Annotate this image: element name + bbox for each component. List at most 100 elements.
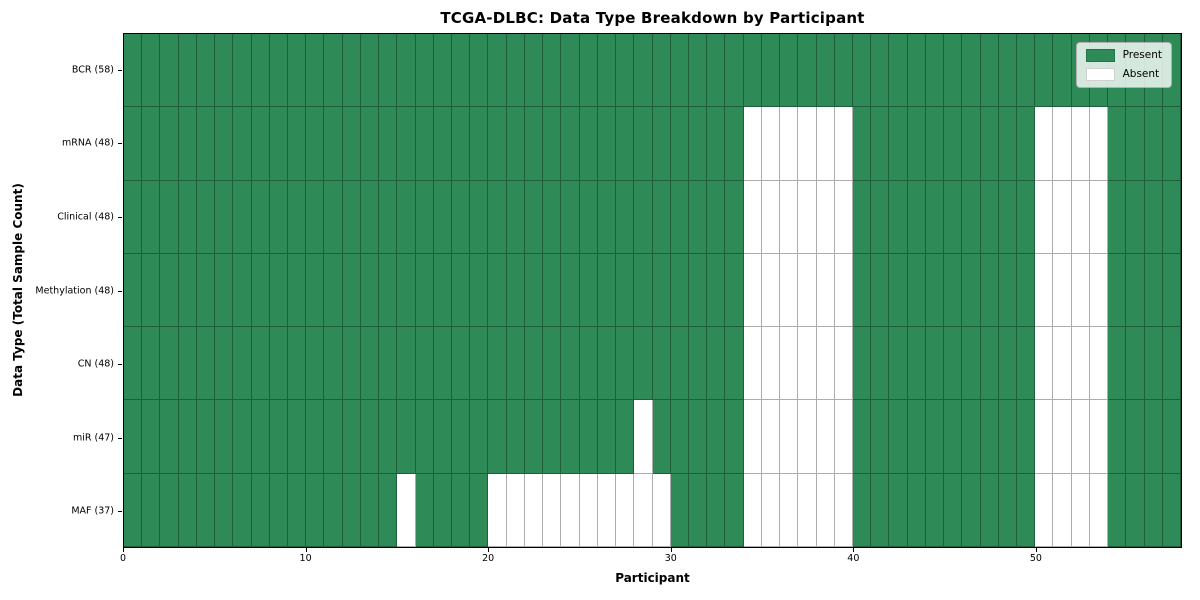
- heatmap-cell: [688, 34, 708, 108]
- heatmap-cell: [415, 400, 434, 474]
- heatmap-cell: [360, 400, 380, 474]
- heatmap-cell: [889, 473, 908, 547]
- heatmap-cell: [196, 180, 216, 254]
- heatmap-cell: [1071, 180, 1090, 254]
- x-tick-mark: [488, 548, 490, 552]
- heatmap-cell: [852, 107, 872, 181]
- heatmap-cell: [652, 253, 671, 328]
- plot-area: Present Absent: [123, 33, 1182, 548]
- x-tick-mark: [853, 548, 855, 552]
- heatmap-cell: [907, 253, 926, 328]
- heatmap-cell: [1071, 400, 1090, 474]
- heatmap-cell: [780, 180, 799, 254]
- heatmap-cell: [725, 473, 744, 547]
- heatmap-cell: [925, 327, 945, 401]
- heatmap-cell: [470, 180, 489, 254]
- heatmap-cell: [452, 34, 471, 108]
- heatmap-cell: [998, 400, 1017, 474]
- heatmap-cell: [1144, 400, 1163, 474]
- heatmap-cell: [306, 107, 325, 181]
- heatmap-cell: [834, 107, 853, 181]
- heatmap-cell: [324, 473, 343, 547]
- heatmap-cell: [543, 327, 562, 401]
- heatmap-cell: [707, 473, 726, 547]
- heatmap-cell: [743, 473, 762, 547]
- heatmap-cell: [1162, 327, 1181, 401]
- heatmap-cell: [360, 180, 380, 254]
- heatmap-cell: [1016, 180, 1036, 254]
- heatmap-cell: [761, 107, 781, 181]
- x-axis-label: Participant: [615, 571, 690, 585]
- heatmap-cell: [360, 253, 380, 328]
- heatmap-cell: [889, 34, 908, 108]
- heatmap-cell: [397, 34, 416, 108]
- heatmap-cell: [907, 34, 926, 108]
- heatmap-cell: [306, 34, 325, 108]
- heatmap-cell: [1162, 473, 1181, 547]
- heatmap-cell: [743, 327, 762, 401]
- heatmap-cell: [761, 180, 781, 254]
- heatmap-cell: [652, 473, 671, 547]
- heatmap-cell: [251, 180, 270, 254]
- heatmap-cell: [561, 107, 580, 181]
- heatmap-cell: [1089, 107, 1109, 181]
- heatmap-cell: [761, 34, 781, 108]
- heatmap-cell: [324, 107, 343, 181]
- y-axis-label: Data Type (Total Sample Count): [11, 183, 25, 397]
- heatmap-cell: [433, 327, 453, 401]
- heatmap-cell: [215, 180, 234, 254]
- heatmap-cell: [1126, 473, 1145, 547]
- heatmap-cell: [670, 107, 689, 181]
- heatmap-cell: [670, 473, 689, 547]
- heatmap-cell: [1089, 180, 1109, 254]
- heatmap-cell: [616, 34, 635, 108]
- heatmap-cell: [980, 327, 999, 401]
- x-tick-label: 10: [299, 553, 312, 564]
- heatmap-cell: [342, 400, 361, 474]
- heatmap-cell: [1126, 107, 1145, 181]
- heatmap-cell: [944, 253, 963, 328]
- heatmap-cell: [1108, 400, 1127, 474]
- heatmap-cell: [907, 107, 926, 181]
- heatmap-cell: [1053, 327, 1072, 401]
- heatmap-cell: [1126, 253, 1145, 328]
- heatmap-cell: [524, 253, 544, 328]
- heatmap-cell: [707, 107, 726, 181]
- heatmap-cell: [470, 107, 489, 181]
- heatmap-cell: [379, 400, 398, 474]
- heatmap-cell: [561, 180, 580, 254]
- heatmap-cell: [1053, 253, 1072, 328]
- heatmap-cell: [889, 327, 908, 401]
- heatmap-cell: [944, 107, 963, 181]
- heatmap-cell: [962, 180, 981, 254]
- heatmap-cell: [1071, 473, 1090, 547]
- heatmap-cell: [506, 107, 525, 181]
- heatmap-cell: [288, 400, 307, 474]
- heatmap-cell: [160, 400, 179, 474]
- heatmap-cell: [798, 253, 817, 328]
- heatmap-cell: [725, 180, 744, 254]
- heatmap-cell: [233, 180, 252, 254]
- heatmap-cell: [1089, 473, 1109, 547]
- heatmap-cell: [488, 400, 507, 474]
- heatmap-cell: [342, 327, 361, 401]
- heatmap-cell: [925, 400, 945, 474]
- x-tick-label: 30: [664, 553, 677, 564]
- heatmap-cell: [397, 473, 416, 547]
- heatmap-cell: [251, 473, 270, 547]
- heatmap-cell: [798, 180, 817, 254]
- heatmap-cell: [178, 107, 197, 181]
- heatmap-cell: [561, 400, 580, 474]
- heatmap-cell: [160, 180, 179, 254]
- y-tick-mark: [118, 437, 122, 439]
- heatmap-cell: [178, 327, 197, 401]
- heatmap-cell: [670, 34, 689, 108]
- heatmap-cell: [488, 473, 507, 547]
- heatmap-cell: [269, 34, 289, 108]
- heatmap-cell: [178, 400, 197, 474]
- heatmap-cell: [415, 327, 434, 401]
- heatmap-cell: [506, 327, 525, 401]
- heatmap-cell: [269, 400, 289, 474]
- heatmap-cell: [561, 473, 580, 547]
- heatmap-cell: [816, 34, 835, 108]
